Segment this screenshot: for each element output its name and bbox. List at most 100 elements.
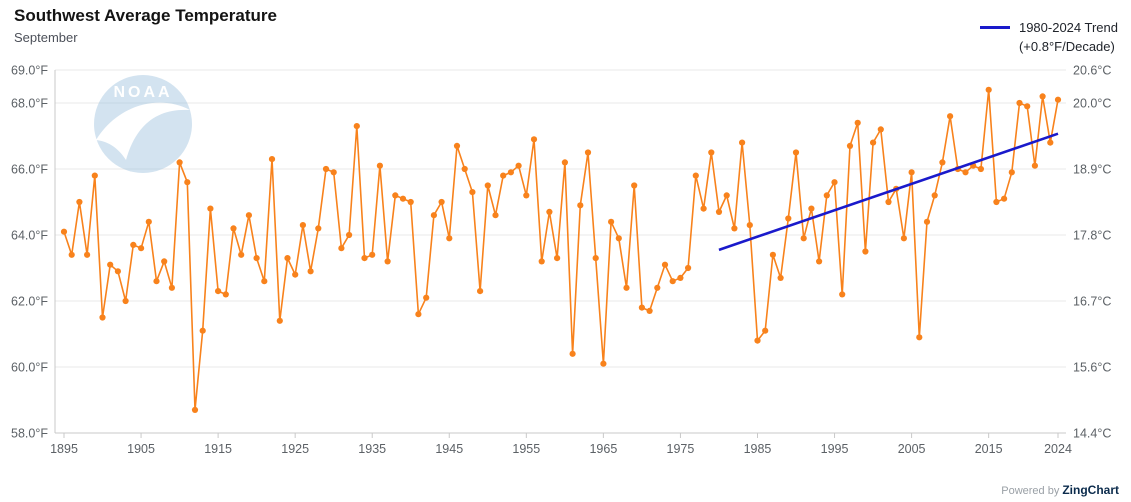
data-point bbox=[191, 406, 199, 413]
y-axis-right-label: 18.9°C bbox=[1073, 163, 1111, 177]
data-point bbox=[931, 192, 938, 199]
x-axis-label: 1915 bbox=[204, 442, 232, 456]
data-point bbox=[816, 258, 823, 265]
data-point bbox=[754, 337, 761, 344]
data-point bbox=[292, 271, 299, 278]
y-axis-left-label: 62.0°F bbox=[11, 295, 48, 309]
data-point bbox=[615, 235, 622, 242]
data-point bbox=[207, 205, 214, 212]
data-point bbox=[384, 258, 391, 265]
data-point bbox=[1008, 169, 1015, 176]
data-point bbox=[184, 179, 191, 186]
data-point bbox=[114, 268, 121, 275]
temperature-line bbox=[63, 89, 1059, 411]
trend-line bbox=[718, 132, 1059, 252]
data-point bbox=[870, 139, 877, 146]
data-point bbox=[477, 288, 484, 295]
data-point bbox=[1031, 162, 1038, 169]
data-point bbox=[708, 149, 715, 156]
data-point bbox=[500, 172, 507, 179]
powered-by: Powered by ZingChart bbox=[1001, 483, 1119, 497]
data-point bbox=[638, 304, 646, 311]
data-point bbox=[854, 119, 861, 126]
data-point bbox=[823, 192, 830, 199]
data-point bbox=[831, 179, 838, 186]
x-axis-label: 1955 bbox=[512, 442, 540, 456]
data-point bbox=[507, 169, 514, 176]
x-axis-label: 1985 bbox=[744, 442, 772, 456]
data-point bbox=[731, 225, 738, 232]
y-axis-right-label: 17.8°C bbox=[1073, 229, 1111, 243]
data-point bbox=[99, 314, 106, 321]
data-point bbox=[322, 165, 330, 173]
data-point bbox=[168, 284, 175, 291]
data-point bbox=[469, 189, 476, 196]
data-point bbox=[199, 327, 206, 334]
data-point bbox=[407, 198, 414, 206]
data-point bbox=[153, 278, 160, 285]
data-point bbox=[268, 156, 276, 163]
data-point bbox=[284, 255, 291, 262]
y-axis-left-label: 58.0°F bbox=[11, 427, 48, 441]
x-axis-label: 1925 bbox=[281, 442, 309, 456]
chart-subtitle: September bbox=[14, 30, 78, 45]
data-point bbox=[361, 255, 368, 262]
data-point bbox=[739, 139, 746, 146]
data-point bbox=[916, 334, 923, 341]
zingchart-link[interactable]: ZingChart bbox=[1062, 483, 1119, 497]
x-axis-label: 1965 bbox=[589, 442, 617, 456]
data-point bbox=[669, 278, 676, 285]
data-point bbox=[985, 86, 992, 93]
data-point bbox=[346, 231, 353, 239]
data-point bbox=[692, 172, 699, 179]
y-axis-right-label: 16.7°C bbox=[1073, 295, 1111, 309]
data-point bbox=[84, 251, 91, 258]
data-point bbox=[746, 222, 753, 229]
data-point bbox=[569, 350, 576, 357]
data-point bbox=[392, 192, 399, 199]
y-axis-right-label: 15.6°C bbox=[1073, 361, 1111, 375]
x-axis-label: 2005 bbox=[898, 442, 926, 456]
data-point bbox=[769, 251, 777, 258]
noaa-bird-icon bbox=[96, 102, 190, 160]
data-point bbox=[1054, 96, 1062, 103]
data-point bbox=[91, 172, 98, 179]
data-point bbox=[885, 198, 892, 206]
data-point bbox=[161, 258, 168, 265]
data-point bbox=[792, 149, 800, 156]
data-point bbox=[608, 218, 615, 225]
data-point bbox=[515, 162, 522, 169]
data-point bbox=[554, 255, 561, 262]
data-point bbox=[993, 198, 1000, 206]
data-point bbox=[523, 192, 530, 199]
data-point bbox=[145, 218, 152, 225]
data-point bbox=[800, 235, 807, 242]
data-point bbox=[461, 165, 468, 173]
x-axis-label: 1905 bbox=[127, 442, 155, 456]
data-point bbox=[261, 278, 268, 285]
data-point bbox=[700, 205, 707, 212]
data-point bbox=[661, 261, 669, 268]
x-axis-label: 1895 bbox=[50, 442, 78, 456]
x-axis-label: 2015 bbox=[975, 442, 1003, 456]
data-point bbox=[762, 327, 769, 334]
data-point bbox=[1016, 99, 1023, 107]
data-point bbox=[1047, 139, 1054, 146]
data-point bbox=[423, 294, 430, 301]
trend-legend-line1: 1980-2024 Trend bbox=[1018, 20, 1118, 35]
data-point bbox=[785, 215, 792, 222]
data-point bbox=[1001, 195, 1008, 202]
data-point bbox=[299, 222, 306, 229]
data-point bbox=[353, 123, 360, 130]
y-axis-right-label: 14.4°C bbox=[1073, 427, 1111, 441]
x-axis-label: 1945 bbox=[435, 442, 463, 456]
chart-title: Southwest Average Temperature bbox=[14, 6, 277, 25]
data-point bbox=[654, 284, 661, 291]
data-point bbox=[430, 212, 437, 219]
data-point bbox=[307, 268, 314, 275]
data-point bbox=[330, 169, 337, 176]
data-point bbox=[577, 202, 584, 209]
data-point bbox=[376, 162, 383, 169]
x-axis-label: 1995 bbox=[821, 442, 849, 456]
